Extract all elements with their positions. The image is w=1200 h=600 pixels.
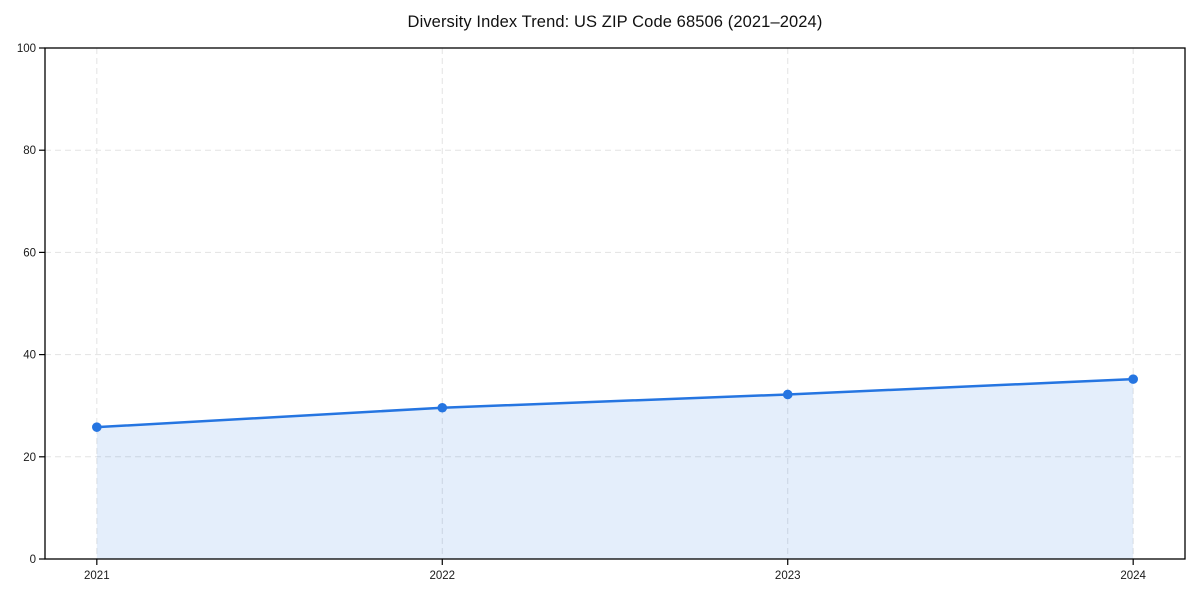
data-point-2024 [1128, 374, 1138, 384]
data-point-2023 [782, 389, 793, 400]
trend-line [95, 377, 1135, 429]
x-tick-label: 2021 [84, 570, 110, 582]
area-fill [96, 379, 1134, 559]
data-point-2022 [437, 402, 448, 413]
data-point-2021 [92, 422, 102, 432]
x-tick-label: 2024 [1120, 570, 1146, 582]
y-tick-label: 80 [23, 145, 36, 157]
y-tick-label: 100 [17, 43, 36, 55]
x-tick-label: 2022 [429, 570, 455, 582]
chart-title: Diversity Index Trend: US ZIP Code 68506… [407, 13, 823, 31]
plot-border [44, 47, 1186, 560]
y-tick-label: 60 [23, 247, 36, 259]
y-tick-label: 0 [30, 554, 36, 566]
y-tick-label: 40 [23, 350, 36, 362]
x-tick-label: 2023 [775, 570, 801, 582]
y-tick-label: 20 [23, 452, 36, 464]
